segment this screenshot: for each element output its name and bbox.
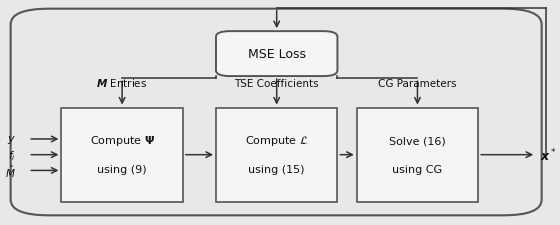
Text: Compute $\mathcal{L}$: Compute $\mathcal{L}$	[245, 133, 309, 147]
FancyBboxPatch shape	[216, 108, 338, 202]
Text: MSE Loss: MSE Loss	[248, 48, 306, 61]
FancyBboxPatch shape	[62, 108, 183, 202]
Text: using CG: using CG	[393, 164, 442, 175]
Text: $\boldsymbol{x}^*$: $\boldsymbol{x}^*$	[540, 147, 557, 163]
FancyBboxPatch shape	[11, 10, 542, 215]
Text: $\hat{M}$: $\hat{M}$	[5, 162, 16, 179]
Text: Compute $\boldsymbol{\Psi}$: Compute $\boldsymbol{\Psi}$	[90, 133, 155, 147]
Text: using (9): using (9)	[97, 164, 147, 175]
Text: $f_i$: $f_i$	[8, 148, 16, 162]
Text: using (15): using (15)	[249, 164, 305, 175]
Text: TSE Coefficients: TSE Coefficients	[235, 79, 319, 89]
FancyBboxPatch shape	[216, 32, 338, 77]
Text: CG Parameters: CG Parameters	[378, 79, 457, 89]
Text: Solve (16): Solve (16)	[389, 135, 446, 145]
Text: $\boldsymbol{M}$ Entries: $\boldsymbol{M}$ Entries	[96, 77, 148, 89]
FancyBboxPatch shape	[357, 108, 478, 202]
Text: $y$: $y$	[7, 133, 16, 145]
